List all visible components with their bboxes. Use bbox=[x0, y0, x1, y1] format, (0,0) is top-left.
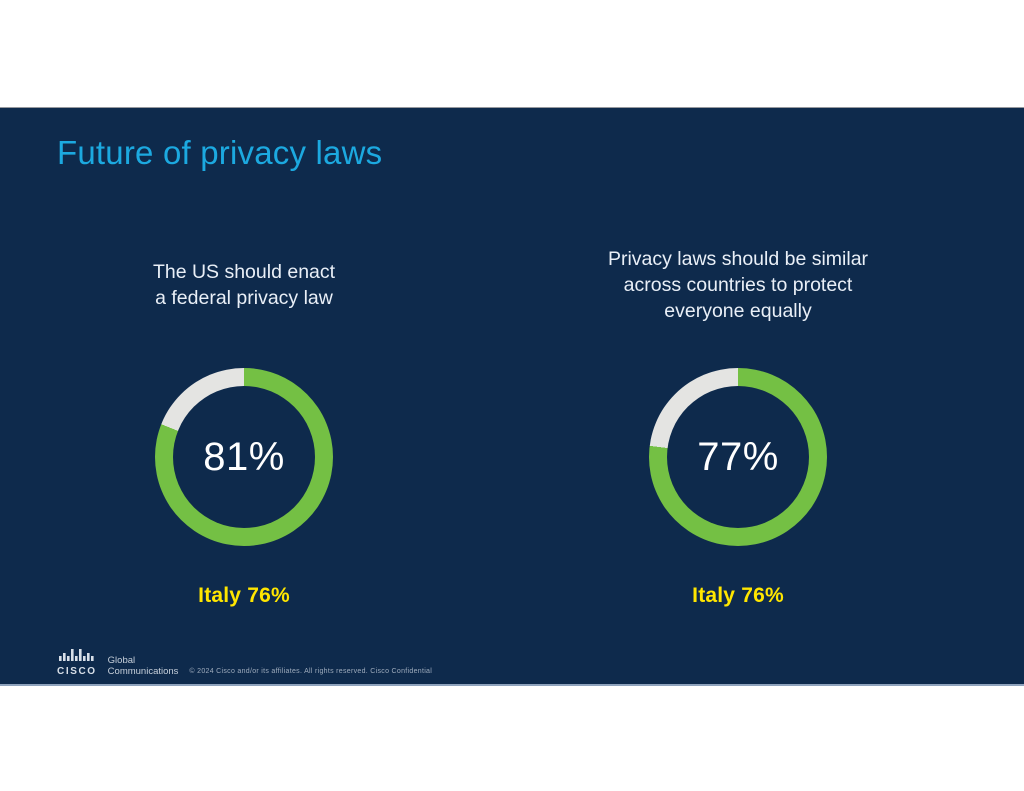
heading-line: Privacy laws should be similar bbox=[607, 248, 869, 270]
division-line: Global bbox=[107, 655, 136, 666]
page-title: Future of privacy laws bbox=[57, 134, 383, 171]
division-label: Global Communications bbox=[107, 655, 179, 677]
slide-footer: CISCO Global Communications © 2024 Cisco… bbox=[57, 648, 432, 677]
copyright-text: © 2024 Cisco and/or its affiliates. All … bbox=[189, 668, 433, 675]
division-line: Communications bbox=[107, 665, 179, 677]
panel-heading: Privacy laws should be similar across co… bbox=[608, 243, 868, 327]
donut-percent-label: 77% bbox=[697, 434, 779, 479]
cisco-logo-bars-icon bbox=[58, 648, 95, 666]
cisco-logo: CISCO bbox=[57, 648, 97, 677]
italy-stat-label: Italy 76% bbox=[198, 584, 290, 607]
donut-chart-similar-laws: 77% bbox=[649, 368, 827, 546]
heading-line: a federal privacy law bbox=[155, 287, 333, 309]
heading-line: everyone equally bbox=[664, 300, 812, 322]
panel-similar-laws: Privacy laws should be similar across co… bbox=[568, 243, 908, 608]
panel-us-federal-law: The US should enact a federal privacy la… bbox=[74, 243, 414, 608]
donut-percent-label: 81% bbox=[203, 434, 285, 479]
panel-heading: The US should enact a federal privacy la… bbox=[153, 243, 335, 327]
italy-stat-label: Italy 76% bbox=[692, 584, 784, 607]
cisco-wordmark: CISCO bbox=[57, 666, 97, 677]
donut-chart-us-federal-law: 81% bbox=[155, 368, 333, 546]
heading-line: The US should enact bbox=[152, 261, 336, 283]
heading-line: across countries to protect bbox=[623, 274, 853, 296]
slide: Future of privacy laws The US should ena… bbox=[0, 107, 1024, 686]
